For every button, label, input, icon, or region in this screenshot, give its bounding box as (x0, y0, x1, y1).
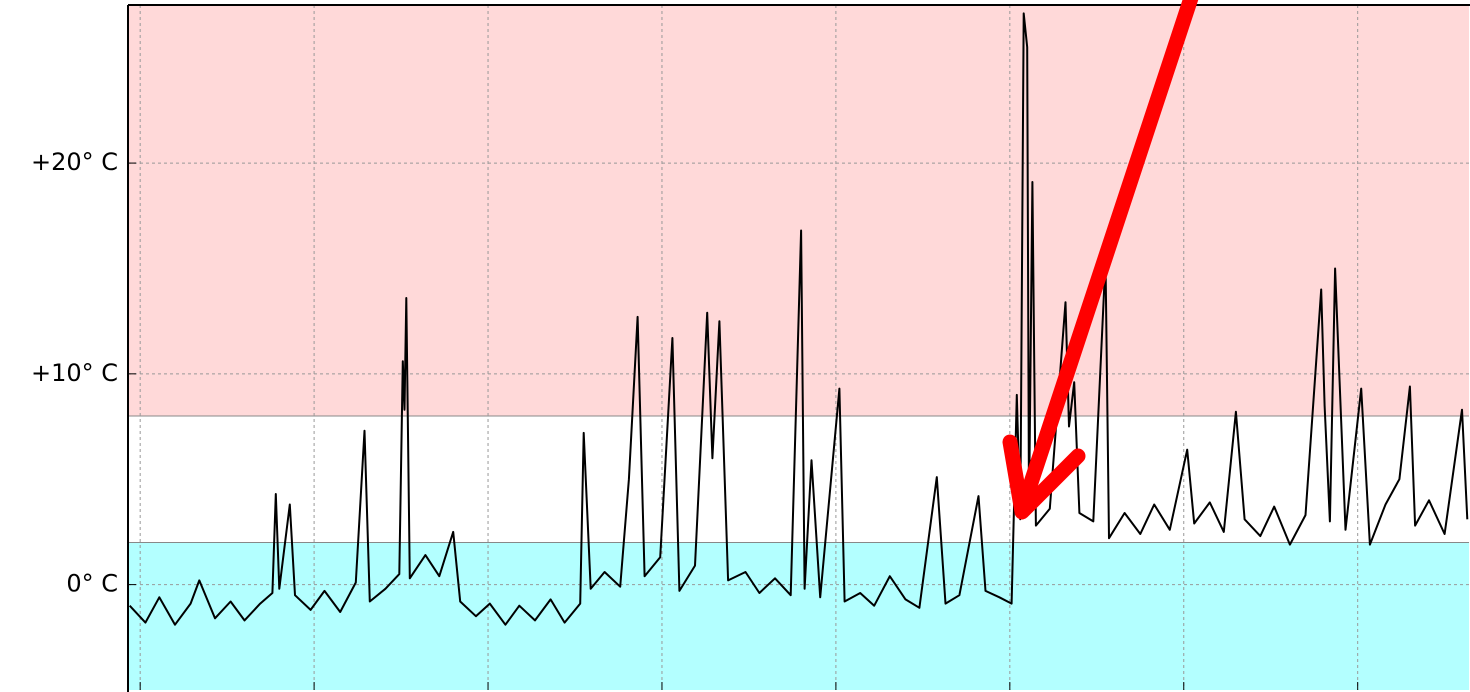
y-tick-label: +10° C (31, 359, 118, 387)
y-tick-label: 0° C (66, 570, 118, 598)
temperature-line (128, 12, 1469, 626)
annotation-arrow (1002, 0, 1199, 520)
arrow-head (1002, 434, 1086, 520)
arrow-shaft (1014, 0, 1199, 518)
plot: 0° C +10° C +20° C (31, 4, 1470, 692)
band (128, 542, 1469, 690)
y-tick-label: +20° C (31, 148, 118, 176)
